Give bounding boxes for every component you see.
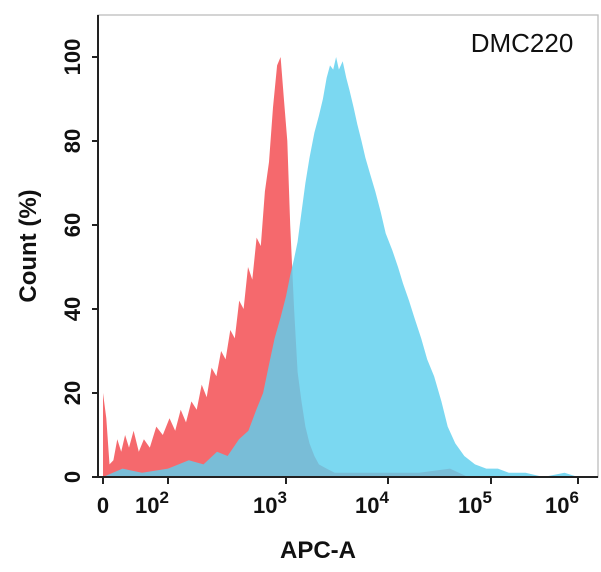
series-1-area: [103, 57, 578, 477]
y-tick-label: 40: [60, 297, 85, 321]
y-tick-label: 80: [60, 129, 85, 153]
y-tick-label: 60: [60, 213, 85, 237]
x-tick-label: 105: [458, 488, 492, 518]
y-tick-label: 0: [60, 471, 85, 483]
y-tick-label: 100: [60, 39, 85, 76]
x-tick-label: 104: [355, 488, 389, 518]
series-2-area: [103, 57, 578, 477]
y-tick-label: 20: [60, 381, 85, 405]
chart-annotation: DMC220: [471, 28, 574, 58]
x-tick-label: 106: [545, 488, 579, 518]
y-axis-title: Count (%): [15, 189, 42, 302]
x-tick-label: 0: [97, 493, 109, 518]
ticks-layer: 0 20 40 60 80 100 0 102 103 104 105 106: [60, 39, 579, 518]
series-layer: [103, 57, 578, 477]
x-tick-label: 102: [135, 488, 169, 518]
x-axis-title: APC-A: [280, 537, 356, 564]
x-tick-label: 103: [253, 488, 287, 518]
